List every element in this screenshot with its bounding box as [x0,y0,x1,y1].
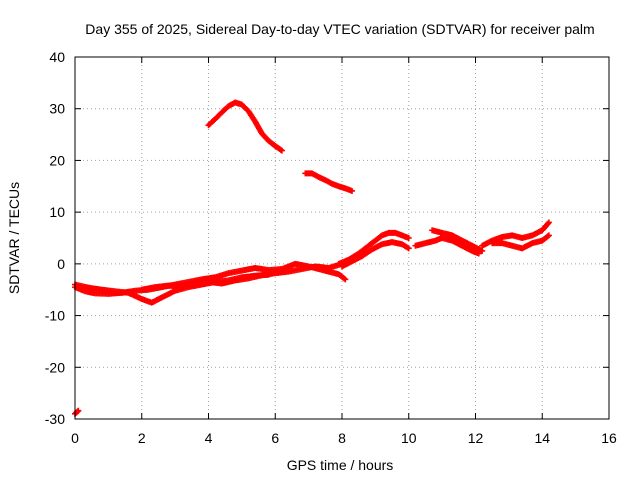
y-tick-label: -10 [45,308,65,324]
series-arc-rise-b [339,239,412,270]
data-points [72,99,552,417]
y-axis-label: SDTVAR / TECUs [6,182,22,294]
data-point [545,219,552,226]
chart-title: Day 355 of 2025, Sidereal Day-to-day VTE… [85,21,594,37]
data-point [405,235,412,241]
x-tick-label: 14 [534,430,550,446]
data-point [405,245,412,252]
y-tick-label: 10 [49,204,65,220]
data-point [544,233,551,240]
series-arc-mid [302,170,356,194]
data-point [75,407,82,414]
x-tick-label: 6 [271,430,279,446]
series-arc-mid-day-b [429,227,486,254]
y-tick-label: 30 [49,101,65,117]
series-arc-rise-a [335,229,412,267]
data-point [342,276,349,283]
series-arc-high [205,99,285,154]
y-tick-label: 40 [49,49,65,65]
x-axis-label: GPS time / hours [287,457,394,473]
data-point [545,232,552,239]
x-tick-label: 10 [401,430,417,446]
y-tick-label: 20 [49,152,65,168]
tick-labels: 0 2 4 6 8 10 12 14 16 -30 -20 -10 0 10 20 30 40 [45,49,617,446]
y-tick-label: -20 [45,359,65,375]
x-tick-label: 8 [338,430,346,446]
x-tick-label: 4 [205,430,213,446]
y-tick-label: 0 [57,256,65,272]
data-point [349,187,356,194]
y-tick-label: -30 [45,411,65,427]
x-tick-label: 2 [138,430,146,446]
series-arc-end-b [489,232,552,252]
x-tick-label: 0 [71,430,79,446]
data-point [278,147,285,154]
series-arc-mid-day [412,235,482,257]
x-tick-label: 16 [601,430,617,446]
x-tick-label: 12 [468,430,484,446]
ticks [74,56,610,420]
data-point [544,220,551,227]
data-point [341,275,348,282]
data-point [479,247,486,254]
